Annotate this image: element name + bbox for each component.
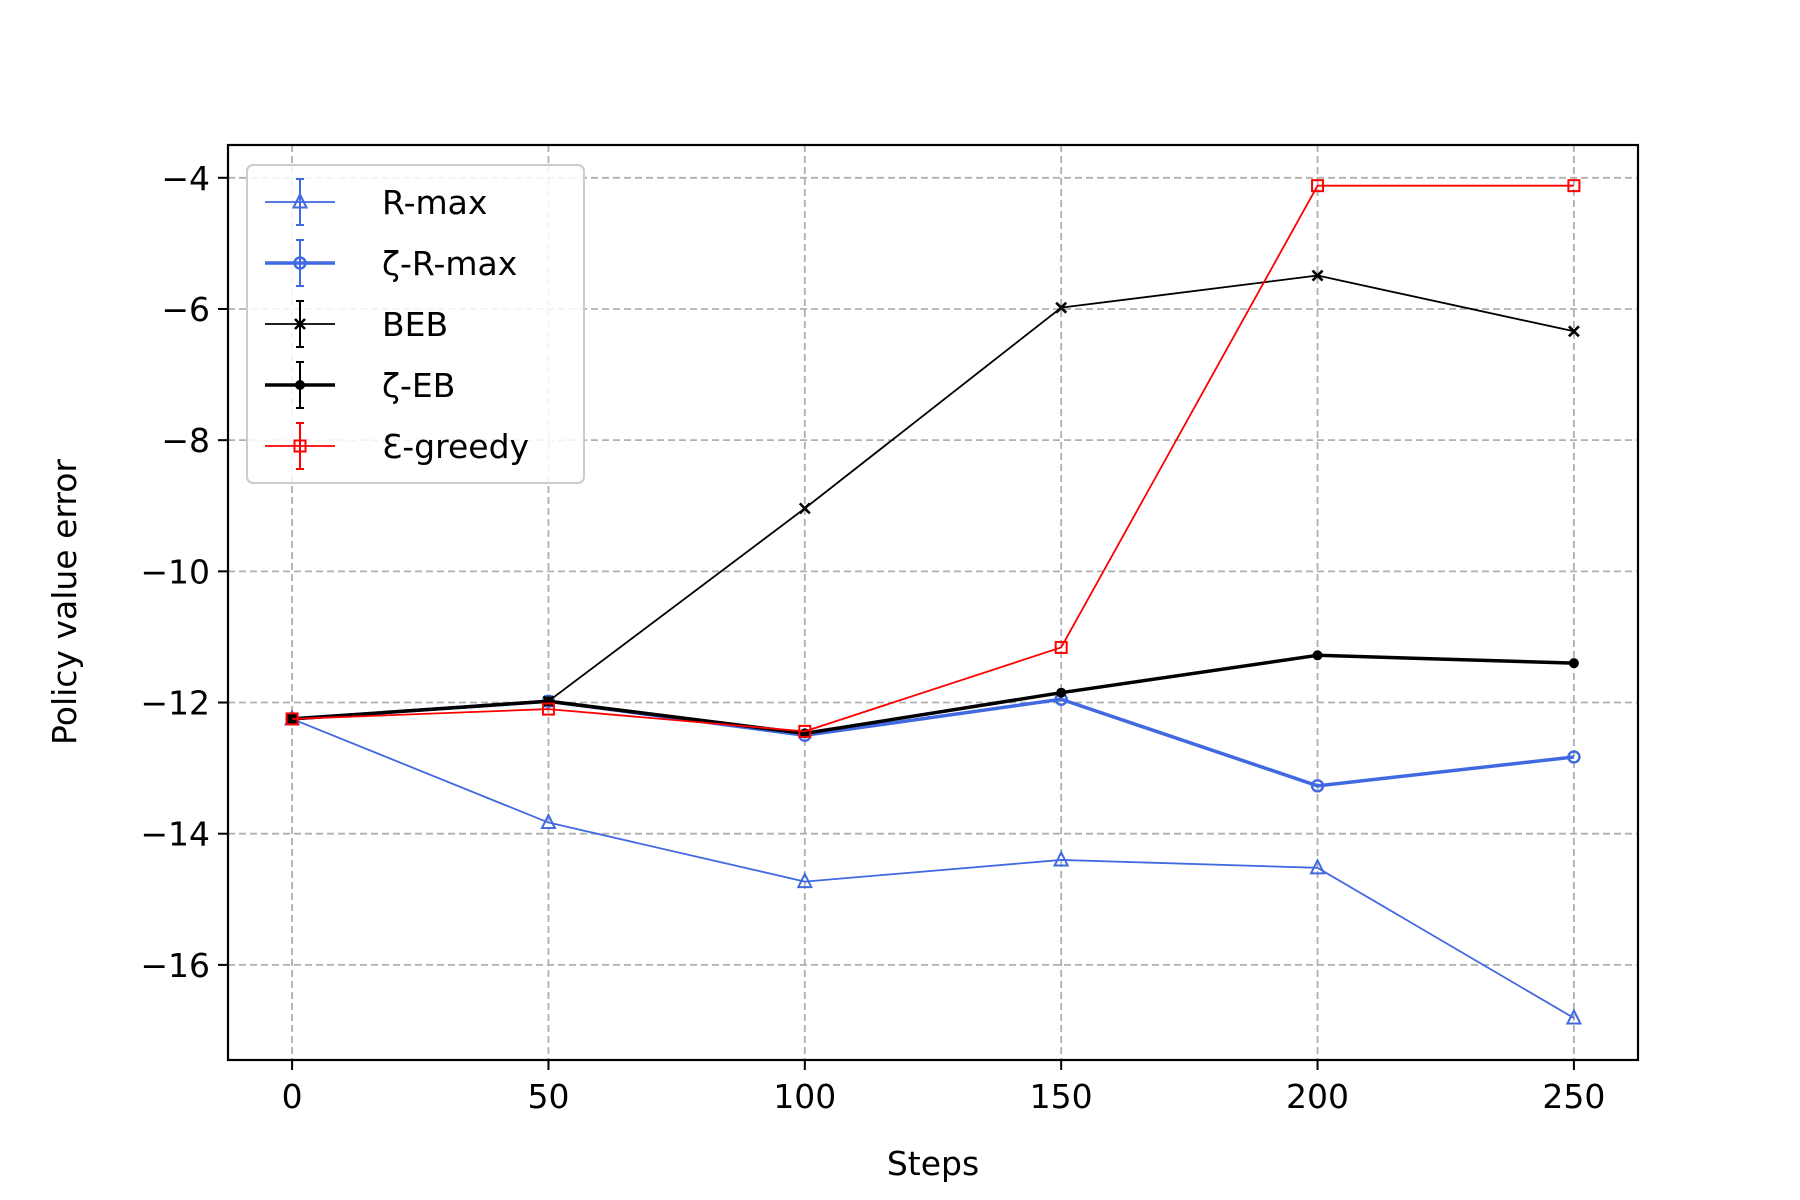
x-tick-label: 50 — [527, 1077, 569, 1116]
axis-ticks: 0 50 100 150 200 250 −16 −14 −12 −10 −8 −6 −4 — [140, 159, 1605, 1116]
zeta-eb-point — [1056, 687, 1067, 698]
legend-marker-stroke — [294, 318, 306, 330]
series-epsilon-greedy — [285, 179, 1581, 738]
legend-marker — [295, 380, 305, 390]
beb-point — [1567, 325, 1580, 338]
beb-point — [1311, 269, 1324, 282]
legend-label: ζ-R-max — [382, 244, 517, 283]
legend-marker — [294, 318, 306, 330]
legend-marker — [293, 256, 307, 270]
epsilon-greedy-point — [1567, 179, 1581, 193]
legend-item-beb: BEB — [265, 300, 448, 348]
legend-label: Ɛ-greedy — [382, 427, 529, 466]
series-layer — [283, 179, 1583, 1025]
legend-label: BEB — [382, 305, 448, 344]
y-tick-label: −4 — [161, 159, 210, 198]
plot-frame — [226, 143, 1640, 1062]
epsilon-greedy-point — [541, 702, 555, 716]
legend-label: ζ-EB — [382, 366, 455, 405]
beb-point-stroke — [1567, 325, 1580, 338]
y-tick-label: −6 — [161, 290, 210, 329]
legend-item-r-max: R-max — [265, 178, 487, 226]
y-tick-label: −14 — [140, 815, 210, 854]
legend-item-zeta-eb: ζ-EB — [265, 361, 455, 409]
legend-marker — [293, 439, 307, 453]
epsilon-greedy-point — [798, 724, 812, 738]
r-max-point — [1053, 850, 1070, 867]
beb-point-stroke — [1311, 269, 1324, 282]
y-tick-label: −8 — [161, 421, 210, 460]
x-tick-label: 250 — [1542, 1077, 1605, 1116]
r-max-line — [291, 718, 1575, 1019]
zeta-eb-point — [1568, 658, 1579, 669]
epsilon-greedy-point — [1311, 179, 1325, 193]
zeta-eb-line — [291, 653, 1574, 736]
r-max-point — [1565, 1008, 1583, 1025]
x-tick-label: 0 — [282, 1077, 303, 1116]
y-axis-label: Policy value error — [45, 459, 84, 745]
x-tick-label: 150 — [1030, 1077, 1093, 1116]
beb-point — [798, 502, 811, 515]
epsilon-greedy-point — [285, 712, 299, 726]
legend: R-max ζ-R-max BEB ζ-EB Ɛ-greedy — [246, 164, 585, 484]
epsilon-greedy-point — [1054, 640, 1068, 654]
beb-point-stroke — [1055, 301, 1068, 314]
r-max-point — [540, 812, 557, 830]
r-max-point — [1309, 858, 1326, 875]
epsilon-greedy-line — [292, 184, 1574, 733]
legend-label: R-max — [382, 183, 487, 222]
y-tick-label: −10 — [140, 552, 210, 591]
r-max-point — [796, 871, 813, 889]
legend-box — [246, 164, 585, 484]
legend-item-zeta-r-max: ζ-R-max — [265, 239, 517, 287]
zeta-eb-point — [1312, 650, 1323, 661]
legend-marker — [291, 192, 309, 209]
x-tick-label: 200 — [1286, 1077, 1349, 1116]
zeta-r-max-point — [1567, 750, 1581, 764]
y-tick-label: −12 — [140, 684, 210, 723]
x-tick-label: 100 — [773, 1077, 836, 1116]
zeta-r-max-point — [1310, 779, 1325, 793]
beb-point-stroke — [798, 502, 811, 515]
y-tick-label: −16 — [140, 946, 210, 985]
x-axis-label: Steps — [887, 1144, 979, 1183]
beb-point — [1055, 301, 1068, 314]
legend-item-epsilon-greedy: Ɛ-greedy — [265, 422, 529, 470]
